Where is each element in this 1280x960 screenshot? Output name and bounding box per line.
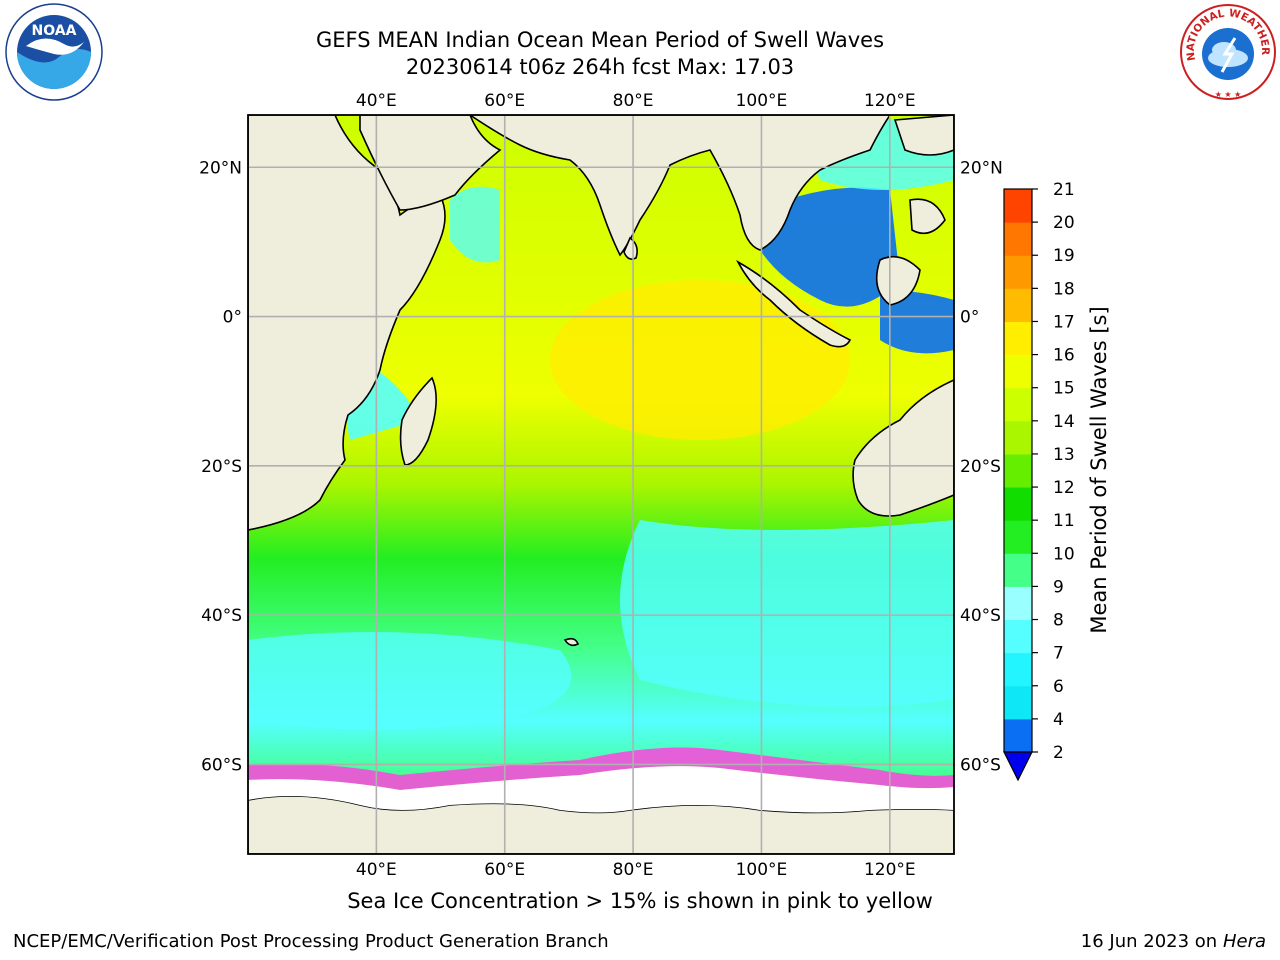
colorbar: 2 4 6 7 8 9 10 11 12 13 14 15 16 17 18 19 20 21 Mean Peri… — [1003, 180, 1111, 782]
colorbar-band — [1004, 487, 1032, 521]
madagascar — [399, 376, 437, 466]
lon-tick-label: 120°E — [864, 91, 916, 111]
lat-labels-right: 20°N 0° 20°S 40°S 60°S — [960, 158, 1003, 775]
ice-shelf — [248, 766, 954, 813]
lat-labels-left: 20°N 0° 20°S 40°S 60°S — [199, 158, 242, 775]
cyan-swell-region — [620, 520, 954, 707]
colorbar-tick-label: 10 — [1053, 544, 1075, 564]
lon-tick-label: 40°E — [356, 91, 397, 111]
colorbar-tick-label: 14 — [1053, 412, 1075, 432]
colorbar-tick-label: 19 — [1053, 246, 1075, 266]
graticule — [248, 115, 954, 854]
colorbar-band — [1004, 718, 1032, 753]
colorbar-tick-label: 13 — [1053, 445, 1075, 465]
max-period-region — [550, 280, 850, 440]
colorbar-band — [1004, 255, 1032, 289]
lat-tick-label: 60°S — [201, 755, 242, 775]
colorbar-tick-label: 11 — [1053, 511, 1075, 531]
colorbar-tick-label: 21 — [1053, 180, 1075, 200]
lon-tick-label: 80°E — [613, 860, 654, 880]
colorbar-band — [1004, 222, 1032, 256]
nws-logo: NATIONAL WEATHER SERVICE ★ ★ ★ — [1178, 2, 1276, 100]
lon-tick-label: 120°E — [864, 860, 916, 880]
lat-tick-label: 40°S — [960, 606, 1001, 626]
colorbar-label: Mean Period of Swell Waves [s] — [1087, 306, 1111, 633]
map-area — [248, 115, 954, 854]
colorbar-band — [1004, 553, 1032, 587]
colorbar-band — [1004, 354, 1032, 389]
lon-tick-label: 60°E — [484, 860, 525, 880]
lon-tick-label: 100°E — [736, 860, 788, 880]
colorbar-tick-label: 17 — [1053, 312, 1075, 332]
colorbar-tick-label: 20 — [1053, 213, 1075, 233]
colorbar-extend-triangle — [1003, 751, 1033, 782]
colorbar-tick-label: 4 — [1053, 710, 1064, 730]
lat-tick-label: 20°S — [201, 457, 242, 477]
cyan-swell-region-west — [248, 632, 572, 730]
colorbar-bands — [1004, 189, 1032, 753]
colorbar-band — [1004, 652, 1032, 687]
date-stamp: 16 Jun 2023 on Hera — [1081, 931, 1266, 952]
lat-tick-label: 20°N — [960, 158, 1003, 178]
colorbar-tick-label: 6 — [1053, 677, 1064, 697]
colorbar-tick-label: 2 — [1053, 743, 1064, 763]
colorbar-tick-labels: 2 4 6 7 8 9 10 11 12 13 14 15 16 17 18 19 20 21 — [1032, 180, 1075, 763]
map-subtitle: 20230614 t06z 264h fcst Max: 17.03 — [405, 55, 795, 79]
lat-tick-label: 60°S — [960, 755, 1001, 775]
colorbar-band — [1004, 619, 1032, 654]
colorbar-frame — [1003, 188, 1033, 753]
lat-tick-label: 0° — [223, 308, 242, 328]
sumatra — [736, 259, 852, 348]
south-china-sea-region — [760, 187, 900, 307]
colorbar-tick-label: 18 — [1053, 279, 1075, 299]
lon-labels-top: 40°E 60°E 80°E 100°E 120°E — [356, 91, 916, 111]
colorbar-band — [1004, 586, 1032, 621]
lat-tick-label: 0° — [960, 308, 979, 328]
map-title: GEFS MEAN Indian Ocean Mean Period of Sw… — [315, 28, 885, 52]
asia-east — [893, 115, 954, 156]
lat-tick-label: 20°S — [960, 457, 1001, 477]
colorbar-band — [1004, 420, 1032, 455]
noaa-logo: NOAA — [5, 3, 103, 101]
date-text: 16 Jun 2023 on — [1080, 931, 1218, 952]
colorbar-tick-label: 7 — [1053, 644, 1064, 664]
colorbar-tick-label: 12 — [1053, 478, 1075, 498]
colorbar-band — [1004, 685, 1032, 720]
sea-ice-note: Sea Ice Concentration > 15% is shown in … — [347, 889, 933, 913]
philippines — [909, 198, 946, 235]
lon-tick-label: 80°E — [613, 91, 654, 111]
noaa-logo-text: NOAA — [32, 23, 77, 39]
lon-tick-label: 100°E — [736, 91, 788, 111]
asia — [468, 115, 891, 257]
lat-tick-label: 20°N — [199, 158, 242, 178]
lon-tick-label: 60°E — [484, 91, 525, 111]
machine-name: Hera — [1222, 931, 1266, 952]
colorbar-band — [1004, 520, 1032, 554]
lat-tick-label: 40°S — [201, 606, 242, 626]
colorbar-tick-label: 15 — [1053, 379, 1075, 399]
colorbar-band — [1004, 387, 1032, 422]
credit-text: NCEP/EMC/Verification Post Processing Pr… — [13, 931, 609, 952]
colorbar-tick-label: 16 — [1053, 346, 1075, 366]
borneo — [875, 255, 921, 306]
colorbar-tick-label: 9 — [1053, 577, 1064, 597]
indonesia-region — [880, 290, 954, 354]
map-frame — [247, 114, 955, 855]
colorbar-band — [1004, 453, 1032, 488]
colorbar-band — [1004, 288, 1032, 322]
lon-labels-bottom: 40°E 60°E 80°E 100°E 120°E — [356, 860, 916, 880]
land — [248, 115, 954, 854]
arabia — [359, 115, 502, 211]
svg-text:★ ★ ★: ★ ★ ★ — [1215, 90, 1242, 99]
colorbar-tick-label: 8 — [1053, 611, 1064, 631]
colorbar-band — [1004, 189, 1032, 223]
lon-tick-label: 40°E — [356, 860, 397, 880]
colorbar-band — [1004, 321, 1032, 356]
australia — [852, 379, 954, 517]
kerguelen — [563, 637, 580, 647]
